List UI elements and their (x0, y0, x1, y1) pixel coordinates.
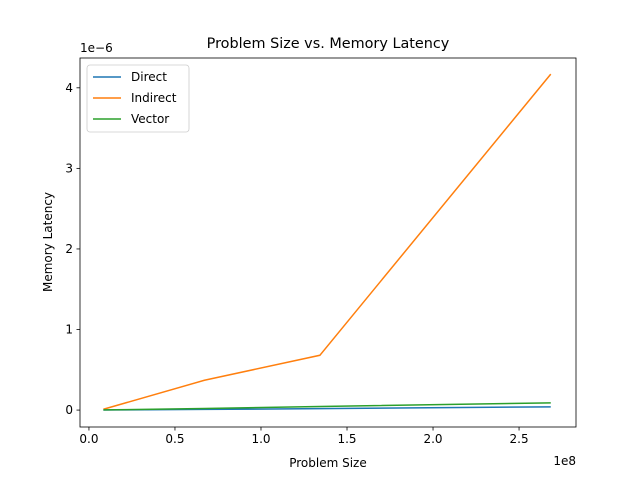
x-axis-label: Problem Size (289, 456, 367, 470)
x-tick-label: 2.0 (423, 432, 442, 446)
y-tick-label: 3 (65, 161, 73, 175)
y-offset-label: 1e−6 (80, 41, 113, 55)
y-tick-label: 4 (65, 81, 73, 95)
x-tick-label: 1.5 (337, 432, 356, 446)
x-tick-label: 0.0 (79, 432, 98, 446)
line-series (103, 73, 552, 410)
legend-box (86, 64, 190, 133)
y-tick-label: 0 (65, 403, 73, 417)
x-tick-label: 2.5 (510, 432, 529, 446)
legend-label: Vector (131, 112, 169, 126)
legend-label: Direct (131, 70, 167, 84)
x-offset-label: 1e8 (553, 454, 576, 468)
y-axis-label: Memory Latency (41, 192, 55, 292)
x-tick-label: 1.0 (251, 432, 270, 446)
y-tick-label: 2 (65, 242, 73, 256)
y-tick-label: 1 (65, 323, 73, 337)
line-series (103, 402, 551, 411)
legend-label: Indirect (131, 91, 177, 105)
x-tick-label: 0.5 (165, 432, 184, 446)
chart-title: Problem Size vs. Memory Latency (207, 36, 450, 52)
axes-frame (79, 57, 577, 428)
